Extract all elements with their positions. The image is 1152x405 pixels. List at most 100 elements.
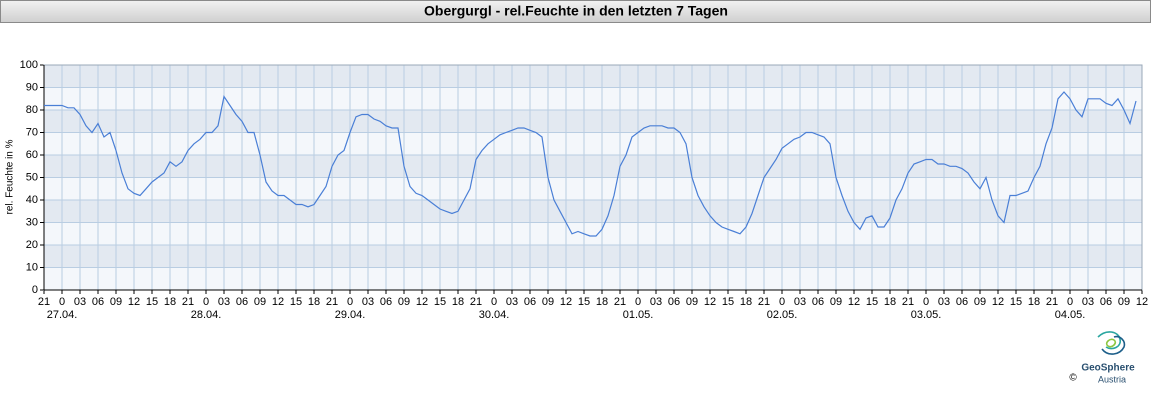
y-tick-label: 60 — [26, 149, 38, 161]
x-tick-label: 03 — [74, 296, 86, 308]
y-tick-label: 20 — [26, 239, 38, 251]
plot-band — [44, 222, 1142, 245]
plot-band — [44, 177, 1142, 200]
y-tick-label: 10 — [26, 261, 38, 273]
y-tick-label: 40 — [26, 194, 38, 206]
x-tick-label: 15 — [434, 296, 446, 308]
x-tick-label: 06 — [812, 296, 824, 308]
logo-brand: GeoSphere — [1081, 363, 1135, 374]
date-label: 04.05. — [1055, 309, 1086, 321]
x-tick-label: 06 — [668, 296, 680, 308]
x-tick-label: 03 — [938, 296, 950, 308]
x-tick-label: 0 — [347, 296, 353, 308]
x-tick-label: 0 — [1067, 296, 1073, 308]
x-tick-label: 09 — [974, 296, 986, 308]
x-tick-label: 06 — [236, 296, 248, 308]
x-tick-label: 09 — [1118, 296, 1130, 308]
x-tick-label: 12 — [848, 296, 860, 308]
copyright: © — [1069, 373, 1077, 384]
plot-band — [44, 200, 1142, 223]
x-tick-label: 0 — [491, 296, 497, 308]
x-tick-label: 21 — [902, 296, 914, 308]
x-tick-label: 18 — [1028, 296, 1040, 308]
date-label: 02.05. — [767, 309, 798, 321]
logo-sub: Austria — [1098, 374, 1126, 384]
plot-band — [44, 65, 1142, 88]
humidity-line — [44, 91, 1137, 237]
x-tick-label: 06 — [956, 296, 968, 308]
x-tick-label: 21 — [182, 296, 194, 308]
x-tick-label: 12 — [416, 296, 428, 308]
plot-band — [44, 155, 1142, 178]
x-tick-label: 0 — [635, 296, 641, 308]
x-tick-label: 06 — [524, 296, 536, 308]
x-tick-label: 15 — [866, 296, 878, 308]
x-tick-label: 12 — [560, 296, 572, 308]
x-tick-label: 12 — [704, 296, 716, 308]
x-tick-label: 18 — [740, 296, 752, 308]
x-tick-label: 03 — [1082, 296, 1094, 308]
y-tick-label: 50 — [26, 171, 38, 183]
plot-band — [44, 245, 1142, 268]
date-label: 30.04. — [479, 309, 510, 321]
date-label: 03.05. — [911, 309, 942, 321]
y-tick-label: 90 — [26, 81, 38, 93]
x-tick-label: 09 — [686, 296, 698, 308]
x-tick-label: 09 — [830, 296, 842, 308]
x-tick-label: 09 — [398, 296, 410, 308]
y-tick-label: 30 — [26, 216, 38, 228]
x-tick-label: 09 — [542, 296, 554, 308]
y-axis-label: rel. Feuchte in % — [5, 139, 16, 214]
x-tick-label: 18 — [884, 296, 896, 308]
x-tick-label: 0 — [923, 296, 929, 308]
x-tick-label: 15 — [722, 296, 734, 308]
x-tick-label: 21 — [614, 296, 626, 308]
x-tick-label: 15 — [1010, 296, 1022, 308]
x-tick-label: 09 — [254, 296, 266, 308]
x-tick-label: 18 — [596, 296, 608, 308]
x-tick-label: 18 — [164, 296, 176, 308]
x-tick-label: 15 — [578, 296, 590, 308]
x-tick-label: 12 — [272, 296, 284, 308]
x-tick-label: 03 — [794, 296, 806, 308]
x-tick-label: 03 — [650, 296, 662, 308]
chart-title: Obergurgl - rel.Feuchte in den letzten 7… — [424, 3, 728, 19]
x-tick-label: 06 — [1100, 296, 1112, 308]
x-tick-label: 0 — [779, 296, 785, 308]
x-tick-label: 12 — [992, 296, 1004, 308]
x-tick-label: 15 — [146, 296, 158, 308]
y-tick-label: 100 — [20, 59, 38, 71]
x-tick-label: 18 — [452, 296, 464, 308]
plot-band — [44, 267, 1142, 290]
date-label: 01.05. — [623, 309, 654, 321]
x-tick-label: 21 — [326, 296, 338, 308]
date-label: 27.04. — [47, 309, 78, 321]
x-tick-label: 03 — [506, 296, 518, 308]
x-tick-label: 21 — [1046, 296, 1058, 308]
y-tick-label: 80 — [26, 104, 38, 116]
date-label: 28.04. — [191, 309, 222, 321]
logo — [1097, 331, 1126, 355]
x-tick-label: 0 — [59, 296, 65, 308]
x-tick-label: 15 — [290, 296, 302, 308]
x-tick-label: 21 — [758, 296, 770, 308]
x-tick-label: 06 — [92, 296, 104, 308]
x-tick-label: 0 — [203, 296, 209, 308]
x-tick-label: 12 — [1136, 296, 1148, 308]
y-tick-label: 0 — [32, 284, 38, 296]
plot-band — [44, 132, 1142, 155]
x-tick-label: 21 — [38, 296, 50, 308]
title-bar — [0, 0, 1151, 23]
y-tick-label: 70 — [26, 126, 38, 138]
x-tick-label: 06 — [380, 296, 392, 308]
plot-band — [44, 87, 1142, 110]
plot-band — [44, 110, 1142, 133]
x-tick-label: 03 — [362, 296, 374, 308]
x-tick-label: 03 — [218, 296, 230, 308]
x-tick-label: 18 — [308, 296, 320, 308]
x-tick-label: 09 — [110, 296, 122, 308]
x-tick-label: 12 — [128, 296, 140, 308]
x-tick-label: 21 — [470, 296, 482, 308]
